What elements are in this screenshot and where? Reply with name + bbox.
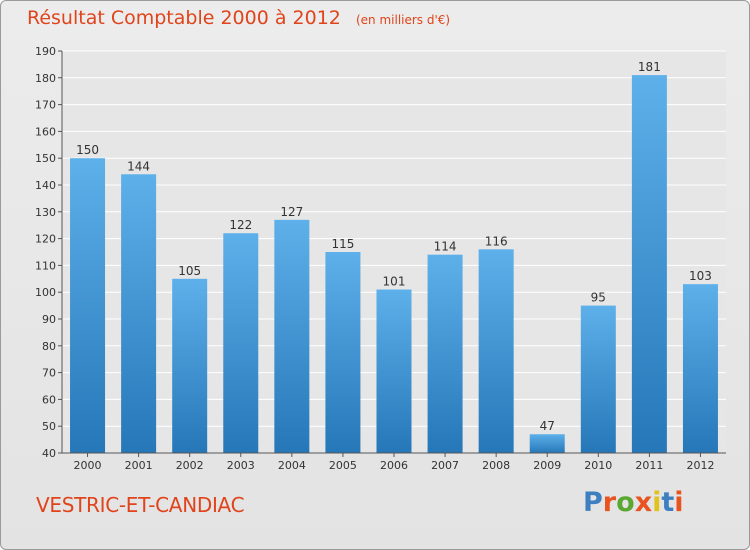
data-label-2009: 47 xyxy=(540,419,555,433)
y-tick-label: 120 xyxy=(35,233,56,246)
data-label-2005: 115 xyxy=(331,237,354,251)
logo-letter: t xyxy=(661,487,675,518)
x-tick-label: 2011 xyxy=(635,459,663,472)
y-tick-label: 150 xyxy=(35,152,56,165)
y-axis: 40 50 60 70 80 90 100 110 120 130 140 150 160 170 180 1… xyxy=(35,45,63,460)
x-tick-label: 2007 xyxy=(431,459,459,472)
y-tick-label: 90 xyxy=(42,313,56,326)
chart-title: Résultat Comptable 2000 à 2012 xyxy=(27,7,341,29)
y-tick-label: 70 xyxy=(42,367,56,380)
x-tick-label: 2009 xyxy=(533,459,561,472)
data-label-2012: 103 xyxy=(689,269,712,283)
bar-2009 xyxy=(529,434,565,453)
bar-2005 xyxy=(325,252,361,453)
y-tick-label: 100 xyxy=(35,286,56,299)
x-tick-label: 2004 xyxy=(278,459,306,472)
bar-2011 xyxy=(631,75,667,454)
y-tick-label: 170 xyxy=(35,99,56,112)
chart-title-row: Résultat Comptable 2000 à 2012 (en milli… xyxy=(27,7,450,29)
x-tick-label: 2000 xyxy=(74,459,102,472)
data-label-2010: 95 xyxy=(591,291,606,305)
bar-2007 xyxy=(427,254,463,453)
bar-2002 xyxy=(172,278,208,453)
data-label-2007: 114 xyxy=(434,240,457,254)
logo-letter: i xyxy=(674,487,684,518)
x-tick-label: 2001 xyxy=(125,459,153,472)
data-label-2011: 181 xyxy=(638,60,661,74)
logo-letter: r xyxy=(602,487,617,518)
bar-2001 xyxy=(121,174,157,453)
y-tick-label: 190 xyxy=(35,45,56,58)
bars: 150 144 105 122 127 115 101 114 116 47 95 181 103 xyxy=(70,60,718,454)
y-tick-label: 140 xyxy=(35,179,56,192)
x-tick-label: 2002 xyxy=(176,459,204,472)
x-tick-label: 2008 xyxy=(482,459,510,472)
data-label-2000: 150 xyxy=(76,143,99,157)
data-label-2008: 116 xyxy=(485,234,508,248)
logo-letter: P xyxy=(583,487,603,518)
logo-letter: i xyxy=(652,487,662,518)
bar-2003 xyxy=(223,233,259,453)
data-label-2004: 127 xyxy=(280,205,303,219)
chart-unit: (en milliers d'€) xyxy=(355,13,451,27)
data-label-2006: 101 xyxy=(383,275,406,289)
x-tick-label: 2006 xyxy=(380,459,408,472)
y-tick-label: 50 xyxy=(42,420,56,433)
bar-2008 xyxy=(478,249,514,453)
bar-2012 xyxy=(682,284,718,453)
y-tick-label: 180 xyxy=(35,72,56,85)
data-label-2003: 122 xyxy=(229,218,252,232)
logo-letter: x xyxy=(634,487,653,518)
proxiti-logo: Proxiti xyxy=(583,487,684,518)
bar-2000 xyxy=(70,158,106,453)
bar-2004 xyxy=(274,219,310,453)
bar-2006 xyxy=(376,289,412,453)
x-tick-label: 2005 xyxy=(329,459,357,472)
location-name: VESTRIC-ET-CANDIAC xyxy=(36,493,245,517)
y-tick-label: 160 xyxy=(35,125,56,138)
y-tick-label: 130 xyxy=(35,206,56,219)
data-label-2002: 105 xyxy=(178,264,201,278)
x-tick-label: 2010 xyxy=(584,459,612,472)
y-tick-label: 110 xyxy=(35,259,56,272)
x-tick-label: 2003 xyxy=(227,459,255,472)
y-tick-label: 60 xyxy=(42,393,56,406)
y-tick-label: 80 xyxy=(42,340,56,353)
y-tick-label: 40 xyxy=(42,447,56,460)
data-label-2001: 144 xyxy=(127,159,150,173)
x-axis: 2000 2001 2002 2003 2004 2005 2006 2007 2008 2009… xyxy=(62,452,726,472)
x-tick-label: 2012 xyxy=(686,459,714,472)
bar-2010 xyxy=(580,305,616,453)
logo-letter: o xyxy=(616,487,635,518)
